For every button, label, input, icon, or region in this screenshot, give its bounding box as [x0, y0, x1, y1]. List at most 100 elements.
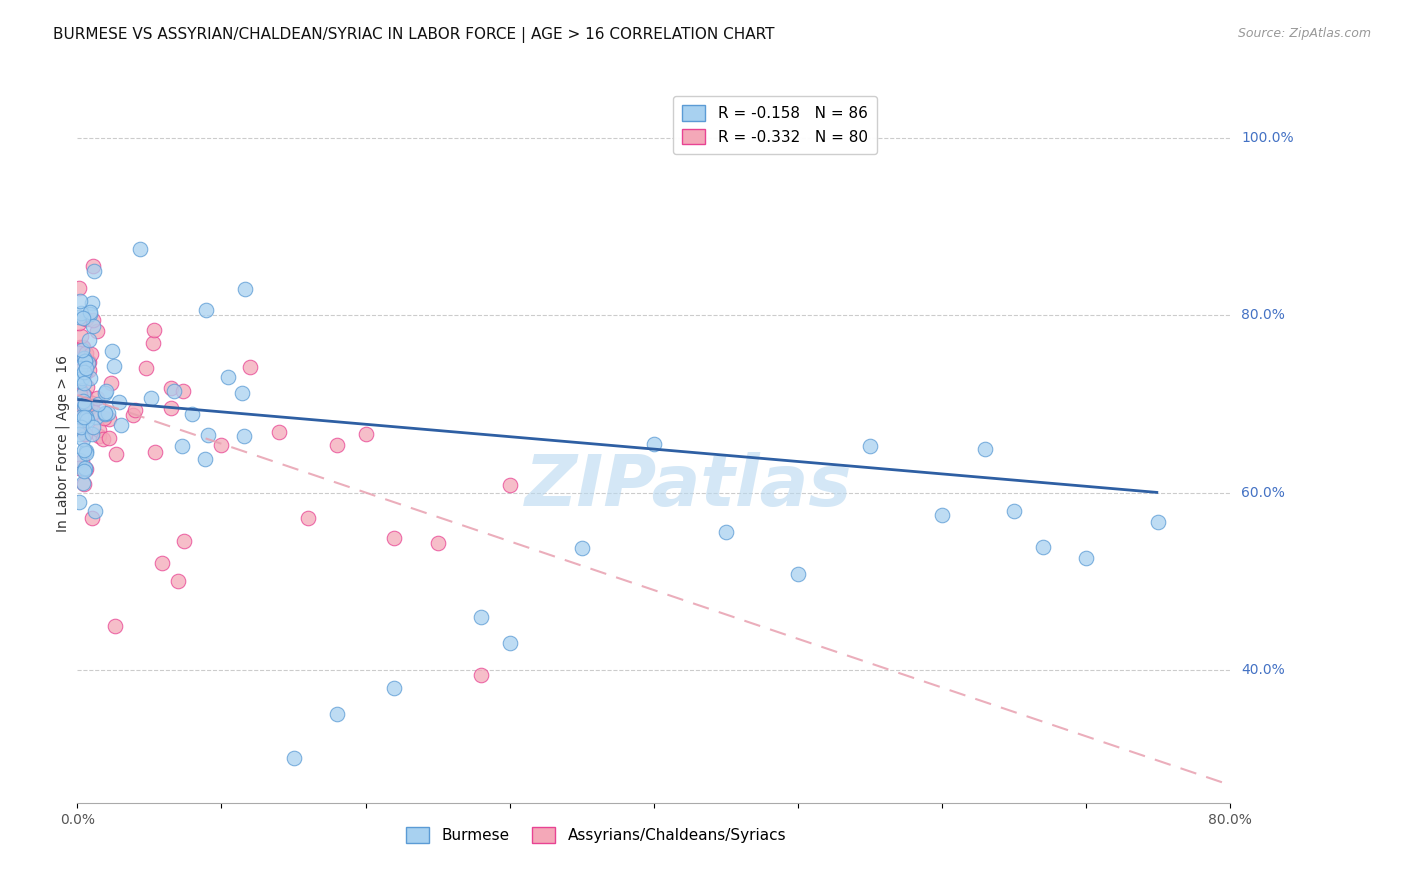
Point: [76, 400, 98, 414]
Point: [91, 432, 114, 446]
Point: [73, 409, 96, 424]
Point: [72, 310, 94, 325]
Point: [787, 566, 810, 581]
Point: [69, 340, 91, 354]
Point: [93, 411, 115, 425]
Point: [69, 361, 91, 376]
Point: [69, 387, 91, 401]
Point: [73, 442, 96, 457]
Point: [170, 439, 193, 453]
Y-axis label: In Labor Force | Age > 16: In Labor Force | Age > 16: [56, 355, 70, 533]
Point: [108, 394, 131, 409]
Point: [72, 432, 94, 446]
Point: [75, 410, 97, 425]
Point: [195, 302, 218, 317]
Point: [75, 360, 97, 375]
Point: [72, 476, 94, 491]
Point: [69, 395, 91, 409]
Point: [80, 511, 103, 525]
Point: [79, 307, 101, 321]
Point: [83, 504, 105, 518]
Point: [101, 343, 124, 358]
Point: [76, 413, 98, 427]
Point: [193, 452, 215, 467]
Point: [75, 389, 97, 403]
Point: [135, 360, 157, 375]
Point: [70, 343, 93, 357]
Point: [73, 427, 96, 442]
Point: [470, 609, 492, 624]
Point: [105, 447, 128, 461]
Point: [67, 316, 90, 330]
Point: [86, 324, 108, 338]
Point: [87, 429, 110, 443]
Point: [73, 351, 96, 365]
Legend: Burmese, Assyrians/Chaldeans/Syriacs: Burmese, Assyrians/Chaldeans/Syriacs: [401, 821, 792, 849]
Point: [82, 295, 104, 310]
Point: [499, 478, 522, 492]
Point: [470, 667, 492, 681]
Point: [72, 371, 94, 385]
Point: [77, 355, 100, 369]
Point: [69, 328, 91, 343]
Point: [232, 429, 254, 443]
Point: [70, 401, 93, 416]
Point: [77, 333, 100, 347]
Point: [197, 428, 219, 442]
Point: [69, 383, 91, 397]
Point: [75, 354, 97, 368]
Point: [80, 426, 103, 441]
Point: [77, 356, 100, 370]
Point: [72, 411, 94, 425]
Point: [67, 310, 90, 324]
Point: [139, 391, 162, 405]
Point: [82, 396, 104, 410]
Point: [93, 385, 115, 400]
Point: [931, 508, 953, 522]
Point: [67, 426, 90, 441]
Point: [69, 403, 91, 417]
Point: [72, 393, 94, 408]
Point: [67, 421, 90, 435]
Point: [173, 533, 195, 548]
Point: [267, 425, 291, 440]
Point: [79, 355, 101, 369]
Point: [84, 410, 107, 425]
Point: [79, 371, 101, 385]
Point: [67, 461, 90, 475]
Text: 60.0%: 60.0%: [1241, 485, 1285, 500]
Point: [643, 437, 665, 451]
Point: [73, 354, 96, 368]
Point: [100, 376, 122, 390]
Point: [129, 242, 152, 256]
Point: [94, 406, 117, 420]
Point: [142, 336, 165, 351]
Point: [143, 445, 166, 459]
Point: [1147, 515, 1170, 529]
Point: [75, 366, 97, 380]
Point: [325, 438, 349, 452]
Point: [1076, 551, 1098, 566]
Point: [75, 401, 97, 416]
Point: [160, 401, 183, 415]
Point: [217, 370, 239, 384]
Point: [382, 531, 406, 545]
Point: [67, 371, 90, 385]
Point: [72, 422, 94, 436]
Point: [325, 707, 349, 722]
Point: [110, 418, 132, 433]
Point: [83, 263, 105, 277]
Point: [231, 385, 253, 400]
Point: [69, 386, 91, 401]
Point: [77, 362, 100, 376]
Point: [72, 477, 94, 491]
Point: [283, 751, 305, 765]
Point: [233, 282, 256, 296]
Point: [75, 461, 97, 475]
Point: [73, 365, 96, 379]
Point: [124, 403, 146, 417]
Point: [89, 423, 111, 437]
Point: [714, 525, 737, 540]
Point: [87, 397, 110, 411]
Point: [69, 368, 91, 383]
